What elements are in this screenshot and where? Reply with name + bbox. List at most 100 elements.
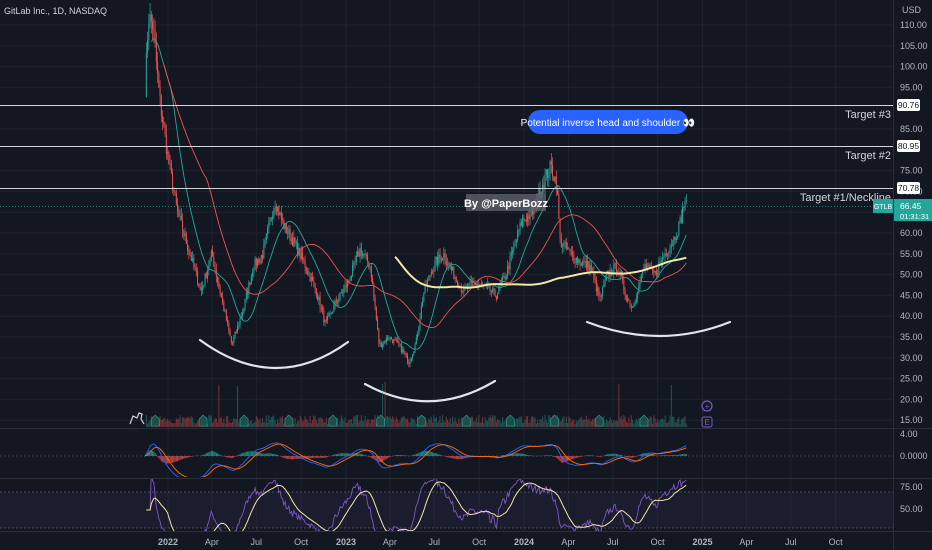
volume-bar [458,418,460,427]
candle-body [613,264,615,275]
candle-body [548,174,550,179]
macd-hist [524,454,526,456]
candle-body [238,325,240,326]
candle-body [472,281,474,283]
candle-body [463,286,465,293]
chart-event-icons[interactable]: + E [701,400,713,428]
volume-bar [207,423,209,427]
macd-hist [268,453,270,456]
candle-body [300,252,302,259]
macd-hist [362,454,364,456]
volume-bar [264,422,266,427]
candle-body [468,283,470,289]
price-tick: 30.00 [900,353,923,363]
macd-hist [277,454,279,456]
macd-hist [283,456,285,458]
volume-bar [483,423,485,427]
candle-body [512,250,514,253]
candle-body [167,152,169,154]
target1-label: Target #1/Neckline [800,192,891,204]
macd-hist [250,451,252,456]
macd-hist [679,454,681,456]
candle-body [409,361,411,365]
volume-bar [265,415,267,427]
volume-bar [673,416,675,427]
candle-body [318,296,320,300]
volume-bar [528,422,530,427]
volume-bar [314,416,316,427]
macd-hist [249,451,251,456]
macd-hist [244,452,246,456]
macd-hist [685,453,687,456]
candle-body [267,228,269,235]
macd-hist [619,454,621,456]
volume-bar [342,418,344,427]
volume-bar [604,422,606,427]
candle-body [317,295,319,300]
candle-body [373,284,375,298]
volume-bar [499,420,501,427]
time-tick: Apr [739,537,753,547]
macd-hist [592,455,594,456]
pattern-callout[interactable]: Potential inverse head and shoulder 👀 [521,110,696,134]
price-tick: 110.00 [900,20,927,30]
candle-body [685,200,687,202]
volume-bar [519,416,521,427]
volume-bar [214,418,216,427]
candle-body [574,261,576,263]
candle-body [187,243,189,251]
macd-hist [232,456,234,458]
macd-hist [292,456,294,460]
author-text: By @PaperBozz [464,198,549,210]
volume-bar [254,421,256,427]
candle-body [379,342,381,344]
macd-hist [384,456,386,460]
candle-body [392,339,394,344]
time-axis[interactable]: 2022 Apr Jul Oct 2023 Apr Jul Oct 2024 Apr Jul Oct 2… [158,537,843,547]
volume-bar [387,415,389,427]
candle-body [292,238,294,247]
candle-body [630,306,632,308]
macd-hist [274,454,276,456]
macd-hist [429,451,431,456]
candle-body [599,295,601,297]
candle-body [654,270,656,273]
volume-bar [452,416,454,427]
volume-bar [454,417,456,427]
candle-body [439,254,441,258]
macd-hist [519,453,521,456]
candle-body [257,259,259,266]
volume-bar [490,417,492,427]
macd-hist [404,455,406,456]
macd-hist [550,455,552,456]
price-axis[interactable]: 15.00 20.00 25.00 30.00 35.00 40.00 45.00 50.00… [893,0,928,550]
volume-bar [257,417,259,427]
candle-body [518,230,520,232]
macd-hist [440,455,442,456]
volume-bar [543,421,545,427]
macd-hist [317,456,319,458]
candle-body [189,252,191,256]
candle-body [680,217,682,223]
volume-bar [585,415,587,427]
volume-bar [470,416,472,427]
macd-hist [150,450,152,456]
macd-hist [565,456,567,462]
volume-bar [670,384,672,427]
candle-body [675,238,677,241]
volume-bar [575,420,577,427]
candle-body [428,275,430,281]
macd-hist [588,455,590,456]
macd-hist [243,452,245,456]
volume-bar [652,423,654,427]
volume-bar [162,419,164,427]
macd-hist [293,456,295,460]
macd-hist [302,456,304,459]
macd-hist [665,455,667,456]
macd-hist [342,453,344,456]
macd-hist [228,456,230,458]
volume-bar [327,423,329,427]
candle-body [550,160,552,165]
candle-body [295,242,297,244]
